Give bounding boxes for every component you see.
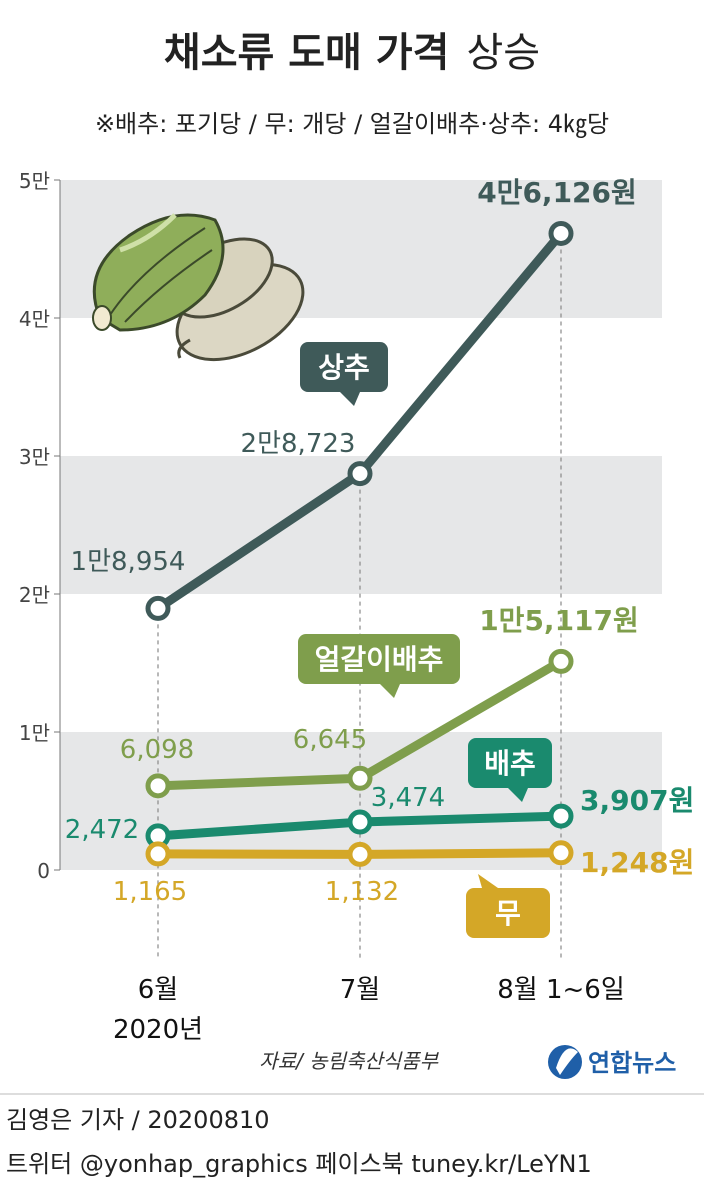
chart-subtitle: ※배추: 포기당 / 무: 개당 / 얼갈이배추·상추: 4㎏당	[95, 110, 609, 139]
y-tick-label: 1만	[19, 721, 50, 745]
x-axis: 6월 2020년 7월 8월 1~6일	[113, 975, 625, 1045]
data-labels: 1만8,954 2만8,723 4만6,126원 6,098 6,645 1만5,117원…	[65, 176, 695, 907]
chart-title: 채소류 도매 가격 상승	[164, 30, 540, 76]
cabbage-radish-illustration	[92, 213, 305, 362]
data-point	[347, 461, 373, 487]
data-point	[145, 773, 171, 799]
y-tick-label: 5만	[19, 169, 50, 193]
y-tick-label: 2만	[19, 583, 50, 607]
series-tag-배추: 배추	[468, 738, 552, 802]
series-tag-pointer	[380, 684, 400, 698]
data-point	[548, 220, 574, 246]
series-tag-무: 무	[466, 874, 550, 938]
data-label: 1만5,117원	[479, 604, 639, 637]
series-tag-label: 배추	[484, 747, 536, 780]
y-tick-label: 3만	[19, 445, 50, 469]
data-point	[548, 648, 574, 674]
y-tick-label: 4만	[19, 307, 50, 331]
y-tick-label: 0	[37, 859, 50, 883]
data-point	[145, 841, 171, 867]
x-tick-label: 8월 1~6일	[497, 975, 625, 1005]
series-tag-label: 얼갈이배추	[315, 643, 444, 676]
data-point	[145, 595, 171, 621]
data-point	[347, 809, 373, 835]
data-label: 4만6,126원	[477, 176, 637, 209]
source-note: 자료/ 농림축산식품부	[259, 1049, 439, 1073]
reporter-line: 김영은 기자 / 20200810	[6, 1106, 270, 1134]
data-label: 3,474	[371, 783, 445, 813]
x-guides	[157, 233, 562, 960]
x-tick-label: 6월	[138, 975, 178, 1005]
series-tag-label: 무	[495, 897, 521, 930]
data-point	[548, 803, 574, 829]
title-bold: 채소류 도매 가격	[164, 30, 449, 76]
data-point	[548, 840, 574, 866]
series-tag-box	[300, 342, 388, 392]
series-tag-pointer	[478, 874, 498, 888]
series-layer	[145, 220, 574, 867]
yonhap-logo-text: 연합뉴스	[588, 1049, 676, 1077]
data-label: 1만8,954	[71, 547, 186, 577]
data-label: 2,472	[65, 815, 139, 845]
series-tag-얼갈이배추: 얼갈이배추	[298, 634, 460, 698]
series-tag-box	[298, 634, 460, 684]
data-label: 1,132	[325, 877, 399, 907]
y-axis: 0 1만 2만 3만 4만 5만	[19, 169, 61, 883]
data-point	[347, 765, 373, 791]
series-tag-box	[468, 738, 552, 788]
x-tick-label: 7월	[340, 975, 380, 1005]
data-label: 1,248원	[580, 846, 694, 879]
series-tag-label: 상추	[318, 351, 370, 384]
data-point	[347, 841, 373, 867]
yonhap-logo-icon	[548, 1045, 582, 1079]
series-tag-pointer	[508, 788, 528, 802]
data-label: 2만8,723	[241, 429, 356, 459]
series-tag-pointer	[340, 392, 360, 406]
data-label: 3,907원	[580, 784, 694, 817]
series-tag-상추: 상추	[300, 342, 388, 406]
data-label: 1,165	[113, 877, 187, 907]
title-light: 상승	[466, 30, 540, 76]
x-tick-label: 2020년	[113, 1015, 203, 1045]
data-label: 6,098	[120, 735, 194, 765]
data-label: 6,645	[293, 725, 367, 755]
series-tag-box	[466, 888, 550, 938]
social-line: 트위터 @yonhap_graphics 페이스북 tuney.kr/LeYN1	[6, 1150, 592, 1178]
